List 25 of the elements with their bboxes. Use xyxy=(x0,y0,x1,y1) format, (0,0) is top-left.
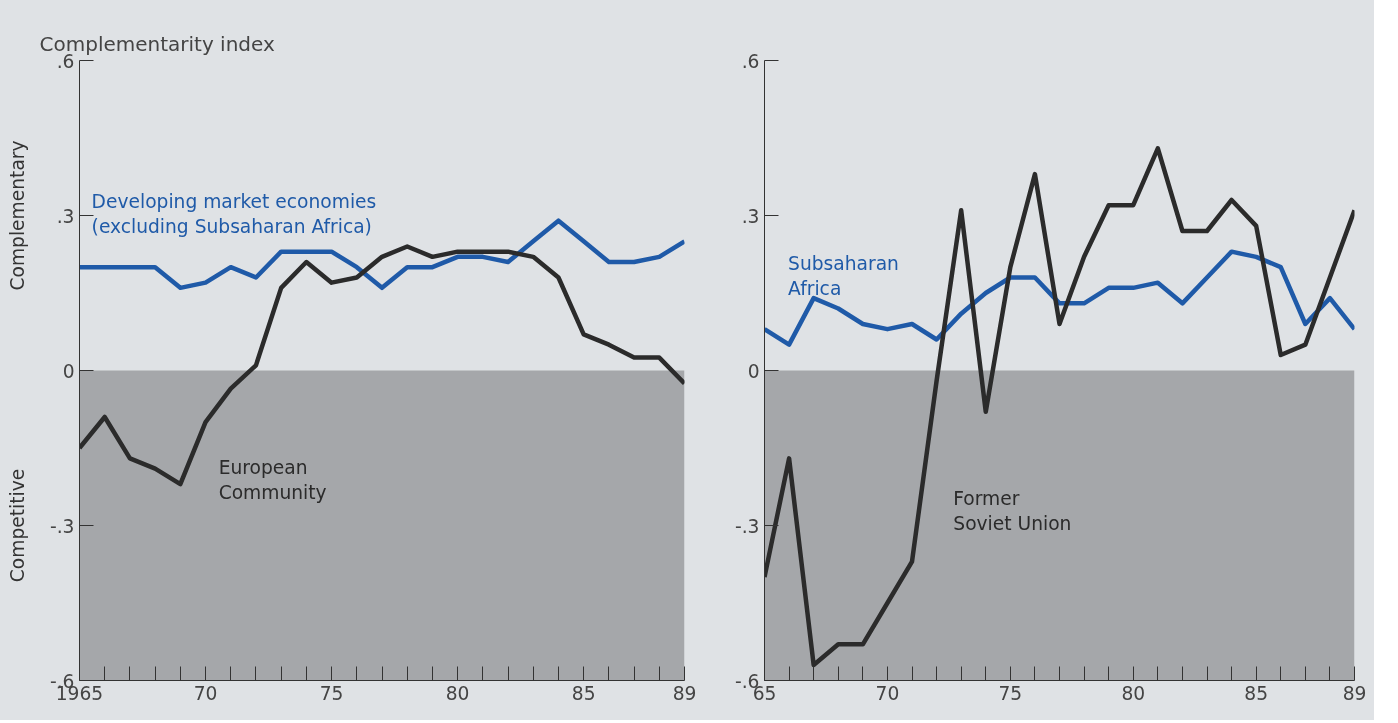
y-tick-label: 0 xyxy=(747,360,760,382)
line-series xyxy=(79,218,685,291)
series-label: Former Soviet Union xyxy=(953,488,1072,535)
series-label: Developing market economies (excluding Subsaharan Africa) xyxy=(91,190,377,237)
x-tick-label: 70 xyxy=(875,682,900,704)
y-tick-label: .6 xyxy=(741,50,760,72)
x-tick-label: 85 xyxy=(571,682,596,704)
x-tick-label: 70 xyxy=(193,682,218,704)
line-series xyxy=(764,249,1355,347)
x-tick-label: 75 xyxy=(319,682,344,704)
y-tick-label: .3 xyxy=(56,205,75,227)
text: Complementary xyxy=(7,140,28,291)
y-tick-label: 0 xyxy=(62,360,75,382)
x-tick-label: 80 xyxy=(1121,682,1146,704)
x-tick-label: 89 xyxy=(672,682,697,704)
y-tick-label: .3 xyxy=(741,205,760,227)
y-tick-label: -.3 xyxy=(49,515,75,537)
series-label: Subsaharan Africa xyxy=(788,252,899,299)
y-tick-label: -.3 xyxy=(734,515,760,537)
x-tick-label: 85 xyxy=(1244,682,1269,704)
x-tick-label: 80 xyxy=(445,682,470,704)
x-tick-label: 75 xyxy=(998,682,1023,704)
x-tick-label: 89 xyxy=(1342,682,1367,704)
series-label: European Community xyxy=(218,457,327,504)
text: Competitive xyxy=(7,468,28,583)
